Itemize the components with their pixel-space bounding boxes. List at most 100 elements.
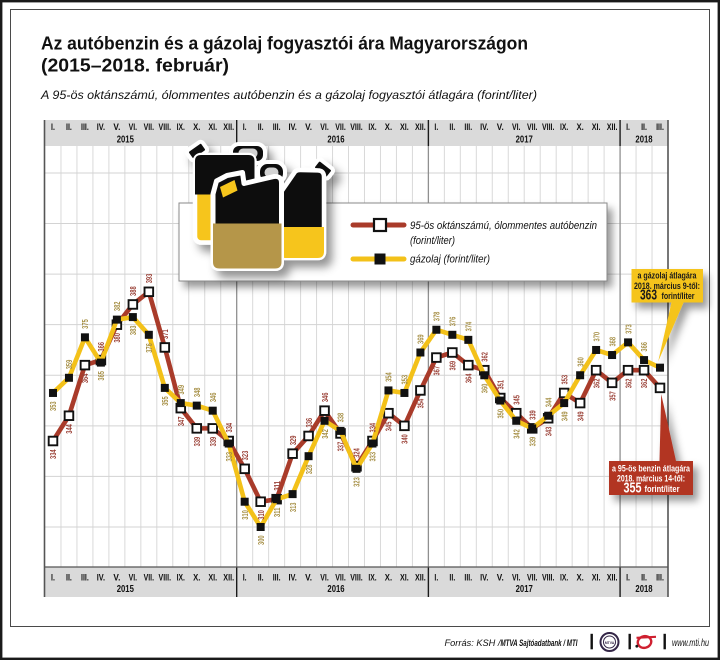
svg-text:VIII.: VIII. [350,122,363,132]
svg-text:353: 353 [559,375,569,385]
svg-text:III.: III. [464,122,472,132]
svg-text:VI.: VI. [129,122,138,132]
svg-text:II.: II. [258,572,264,582]
svg-text:376: 376 [144,343,154,353]
svg-text:VII.: VII. [335,572,346,582]
svg-text:388: 388 [128,286,138,296]
svg-text:300: 300 [256,535,266,545]
svg-text:329: 329 [288,435,298,445]
svg-text:362: 362 [623,378,633,388]
svg-text:V.: V. [113,122,120,132]
svg-text:XI.: XI. [208,122,217,132]
svg-text:XII.: XII. [607,122,618,132]
svg-text:371: 371 [160,329,170,339]
svg-text:XII.: XII. [223,572,234,582]
svg-text:346: 346 [208,392,218,402]
svg-text:VI.: VI. [320,122,329,132]
svg-text:I.: I. [51,122,55,132]
svg-text:337: 337 [336,442,346,452]
svg-text:VI.: VI. [320,572,329,582]
svg-text:313: 313 [288,502,298,512]
svg-text:IX.: IX. [368,122,376,132]
svg-text:VII.: VII. [527,122,538,132]
svg-text:328: 328 [304,464,314,474]
svg-text:IX.: IX. [177,572,185,582]
svg-text:339: 339 [208,437,218,447]
svg-text:XI.: XI. [208,572,217,582]
svg-text:2018. március 14-től:: 2018. március 14-től: [617,474,685,484]
svg-text:II.: II. [449,572,455,582]
svg-text:323: 323 [240,451,250,461]
svg-text:X.: X. [385,122,392,132]
svg-text:VI.: VI. [512,122,521,132]
svg-text:345: 345 [384,421,394,431]
svg-text:forint/liter: forint/liter [662,291,695,301]
svg-text:333: 333 [368,452,378,462]
svg-text:VI.: VI. [512,572,521,582]
svg-text:2015: 2015 [117,134,135,145]
svg-text:III.: III. [81,572,89,582]
svg-text:I.: I. [51,572,55,582]
svg-text:393: 393 [144,274,154,284]
svg-text:X.: X. [385,572,392,582]
svg-text:369: 369 [416,334,426,344]
svg-text:336: 336 [304,418,314,428]
svg-text:IV.: IV. [97,122,105,132]
svg-text:355: 355 [624,481,642,497]
svg-text:I.: I. [243,572,247,582]
svg-text:www.mti.hu: www.mti.hu [672,638,709,649]
svg-text:311: 311 [272,507,282,517]
svg-text:357: 357 [607,391,617,401]
svg-text:II.: II. [66,572,72,582]
svg-text:365: 365 [96,371,106,381]
svg-text:2016: 2016 [327,584,345,595]
svg-text:366: 366 [639,342,649,352]
svg-text:382: 382 [112,301,122,311]
svg-text:351: 351 [495,380,505,390]
svg-text:A 95-ös oktánszámú, ólommentes: A 95-ös oktánszámú, ólommentes autóbenzi… [40,88,537,102]
svg-text:III.: III. [81,122,89,132]
svg-text:I.: I. [434,572,438,582]
svg-text:334: 334 [224,423,234,433]
svg-text:III.: III. [273,572,281,582]
svg-text:2017: 2017 [516,584,534,595]
svg-text:350: 350 [495,409,505,419]
svg-text:X.: X. [576,122,583,132]
svg-text:I.: I. [626,122,630,132]
svg-text:(2015–2018. február): (2015–2018. február) [41,55,229,76]
svg-text:360: 360 [575,357,585,367]
svg-text:340: 340 [400,434,410,444]
svg-text:359: 359 [64,360,74,370]
svg-text:IX.: IX. [177,122,185,132]
svg-text:VIII.: VIII. [542,122,555,132]
svg-text:334: 334 [48,449,58,459]
svg-text:XII.: XII. [415,122,426,132]
svg-text:348: 348 [192,387,202,397]
svg-text:II.: II. [66,122,72,132]
svg-text:345: 345 [511,395,521,405]
svg-text:IX.: IX. [560,122,568,132]
svg-text:Forrás: KSH /: Forrás: KSH / [445,638,502,649]
svg-text:I.: I. [243,122,247,132]
svg-text:VI.: VI. [129,572,138,582]
svg-text:364: 364 [464,373,474,383]
svg-text:323: 323 [352,477,362,487]
svg-text:334: 334 [368,423,378,433]
svg-text:353: 353 [48,401,58,411]
svg-text:363: 363 [640,288,657,304]
svg-text:XII.: XII. [607,572,618,582]
svg-text:V.: V. [305,572,312,582]
svg-text:383: 383 [128,325,138,335]
svg-text:IV.: IV. [480,122,488,132]
svg-text:XI.: XI. [400,122,409,132]
svg-text:XI.: XI. [592,572,601,582]
svg-text:IV.: IV. [480,572,488,582]
svg-text:X.: X. [193,122,200,132]
svg-text:VII.: VII. [144,572,155,582]
svg-text:342: 342 [511,429,521,439]
svg-text:MTVA Sajtóadatbank / MTI: MTVA Sajtóadatbank / MTI [501,638,578,649]
svg-text:349: 349 [575,411,585,421]
svg-text:XI.: XI. [592,122,601,132]
svg-text:310: 310 [240,510,250,520]
svg-text:344: 344 [543,397,553,407]
